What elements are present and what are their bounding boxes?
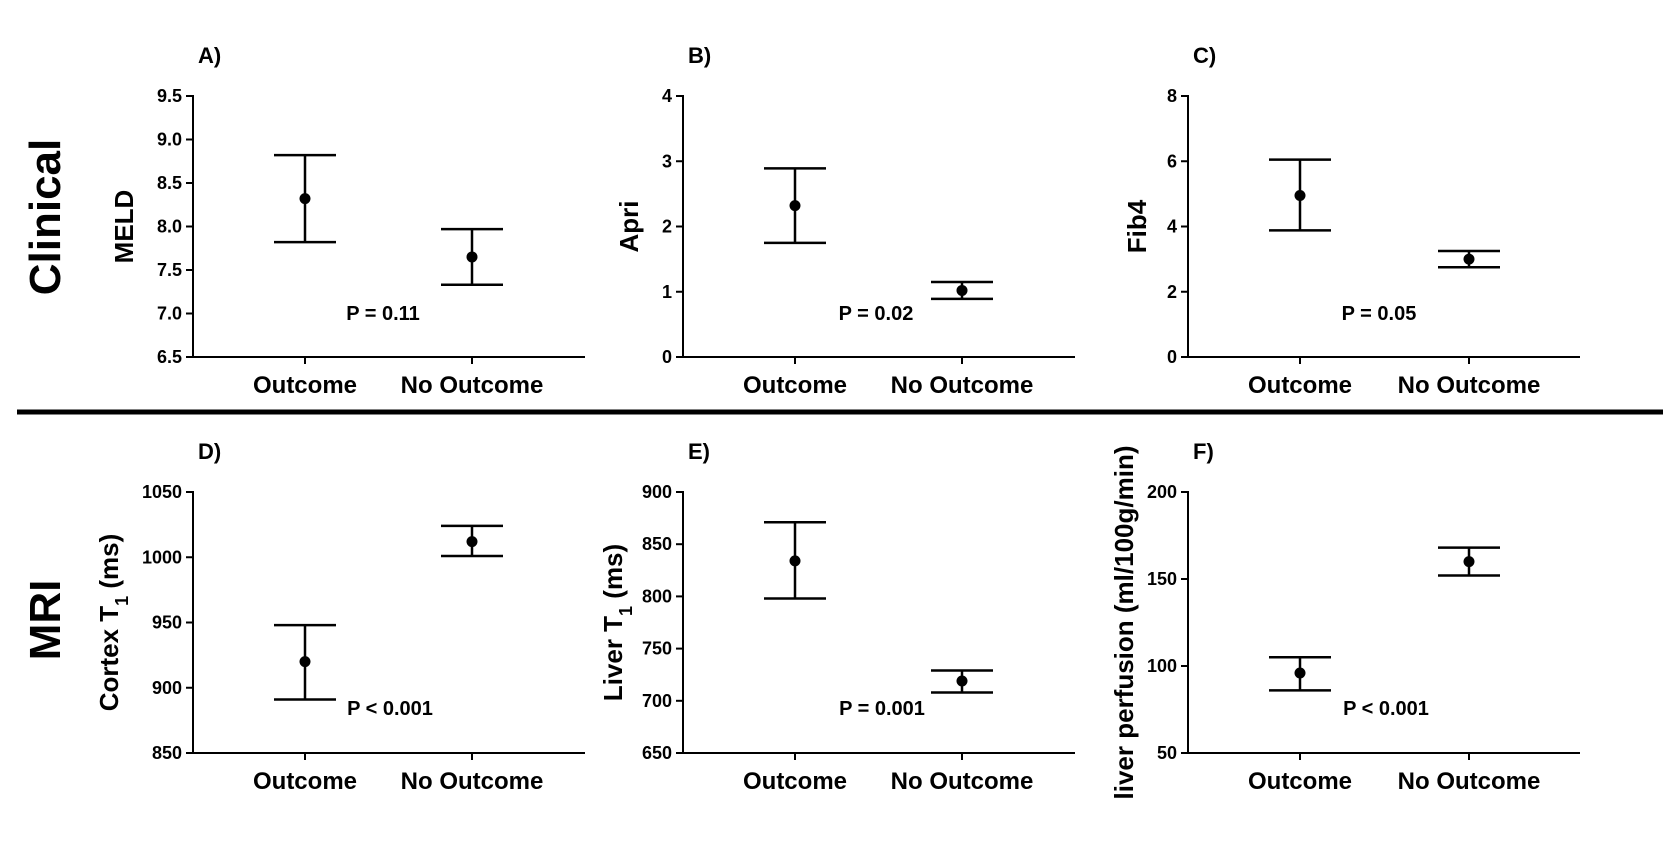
panel-4: D) 850 900 950 1000 1050 Outcome No Outcome Cort… [94, 439, 585, 795]
y-tick-label: 9.5 [157, 86, 182, 106]
x-category-label: No Outcome [401, 372, 544, 399]
mean-point [1294, 667, 1306, 679]
error-bar-no-outcome [441, 524, 503, 558]
y-tick-label: 4 [1167, 217, 1177, 237]
y-tick-label: 900 [152, 678, 182, 698]
y-tick-label: 900 [642, 482, 672, 502]
panel-label: A) [198, 43, 221, 68]
mean-point [466, 536, 478, 548]
y-tick-label: 6.5 [157, 347, 182, 367]
y-tick-label: 9.0 [157, 130, 182, 150]
y-axis-label: liver perfusion (ml/100g/min) [1109, 446, 1139, 800]
error-bar-no-outcome [1438, 546, 1500, 577]
panel-label: D) [198, 439, 221, 464]
p-value-annotation: P = 0.05 [1342, 303, 1417, 325]
y-axis-label: MELD [109, 190, 139, 264]
y-axis-label: Apri [614, 201, 644, 253]
y-tick-label: 800 [642, 586, 672, 606]
error-bar-outcome [1269, 158, 1331, 232]
x-category-label: Outcome [743, 768, 847, 795]
error-bar-outcome [274, 623, 336, 701]
x-category-label: Outcome [743, 372, 847, 399]
y-tick-label: 8.0 [157, 217, 182, 237]
mean-point [1294, 190, 1306, 202]
panel-3: C) 0 2 4 6 8 Outcome No Outcome Fib4 P = 0.05 [1122, 43, 1580, 399]
y-tick-label: 7.5 [157, 260, 182, 280]
x-category-label: Outcome [1248, 372, 1352, 399]
y-tick-label: 1 [662, 282, 672, 302]
x-category-label: No Outcome [1398, 372, 1541, 399]
error-bar-outcome [764, 167, 826, 245]
y-tick-label: 6 [1167, 151, 1177, 171]
mean-point [956, 675, 968, 687]
x-category-label: Outcome [253, 768, 357, 795]
x-category-label: No Outcome [1398, 768, 1541, 795]
x-category-label: Outcome [1248, 768, 1352, 795]
x-category-label: No Outcome [401, 768, 544, 795]
panel-label: E) [688, 439, 710, 464]
y-tick-label: 0 [662, 347, 672, 367]
error-bar-outcome [274, 153, 336, 244]
y-tick-label: 4 [662, 86, 672, 106]
y-tick-label: 50 [1157, 743, 1177, 763]
y-tick-label: 1050 [142, 482, 182, 502]
y-axis-label: Cortex T1 (ms) [94, 534, 132, 712]
y-tick-label: 3 [662, 151, 672, 171]
error-bar-no-outcome [1438, 249, 1500, 269]
panel-1: A) 6.5 7.0 7.5 8.0 8.5 9.0 9.5 Outcome No Outcome… [109, 43, 585, 399]
panel-label: C) [1193, 43, 1216, 68]
panel-2: B) 0 1 2 3 4 Outcome No Outcome Apri P = 0.02 [614, 43, 1075, 399]
x-category-label: Outcome [253, 372, 357, 399]
row-label-clinical: Clinical [21, 139, 70, 296]
x-category-label: No Outcome [891, 768, 1034, 795]
y-tick-label: 2 [662, 217, 672, 237]
mean-point [466, 251, 478, 263]
panels-group: A) 6.5 7.0 7.5 8.0 8.5 9.0 9.5 Outcome No Outcome… [94, 43, 1580, 799]
y-tick-label: 100 [1147, 656, 1177, 676]
y-axis-label: Fib4 [1122, 199, 1152, 253]
x-category-label: No Outcome [891, 372, 1034, 399]
y-tick-label: 950 [152, 613, 182, 633]
mean-point [1463, 253, 1475, 265]
y-tick-label: 700 [642, 691, 672, 711]
mean-point [956, 284, 968, 296]
p-value-annotation: P = 0.02 [839, 303, 914, 325]
y-tick-label: 7.0 [157, 304, 182, 324]
y-tick-label: 8 [1167, 86, 1177, 106]
y-tick-label: 750 [642, 639, 672, 659]
panel-label: B) [688, 43, 711, 68]
y-tick-label: 650 [642, 743, 672, 763]
y-tick-label: 850 [152, 743, 182, 763]
mean-point [299, 656, 311, 668]
y-tick-label: 200 [1147, 482, 1177, 502]
error-bar-outcome [764, 521, 826, 600]
p-value-annotation: P < 0.001 [1343, 698, 1429, 720]
error-bar-no-outcome [931, 280, 993, 301]
error-bar-no-outcome [931, 669, 993, 694]
p-value-annotation: P = 0.001 [839, 698, 925, 720]
y-tick-label: 8.5 [157, 173, 182, 193]
mean-point [1463, 556, 1475, 568]
mean-point [299, 193, 311, 205]
error-bar-outcome [1269, 656, 1331, 692]
y-tick-label: 0 [1167, 347, 1177, 367]
panel-5: E) 650 700 750 800 850 900 Outcome No Outcome Liv… [598, 439, 1075, 795]
p-value-annotation: P = 0.11 [346, 303, 420, 325]
p-value-annotation: P < 0.001 [347, 698, 433, 720]
y-tick-label: 150 [1147, 569, 1177, 589]
panel-6: F) 50 100 150 200 Outcome No Outcome liver perf… [1109, 439, 1580, 799]
mean-point [789, 200, 801, 212]
y-tick-label: 1000 [142, 547, 182, 567]
error-bar-no-outcome [441, 227, 503, 287]
y-tick-label: 2 [1167, 282, 1177, 302]
y-tick-label: 850 [642, 534, 672, 554]
y-axis-label: Liver T1 (ms) [598, 544, 636, 701]
mean-point [789, 555, 801, 567]
row-label-mri: MRI [21, 580, 70, 661]
panel-label: F) [1193, 439, 1214, 464]
